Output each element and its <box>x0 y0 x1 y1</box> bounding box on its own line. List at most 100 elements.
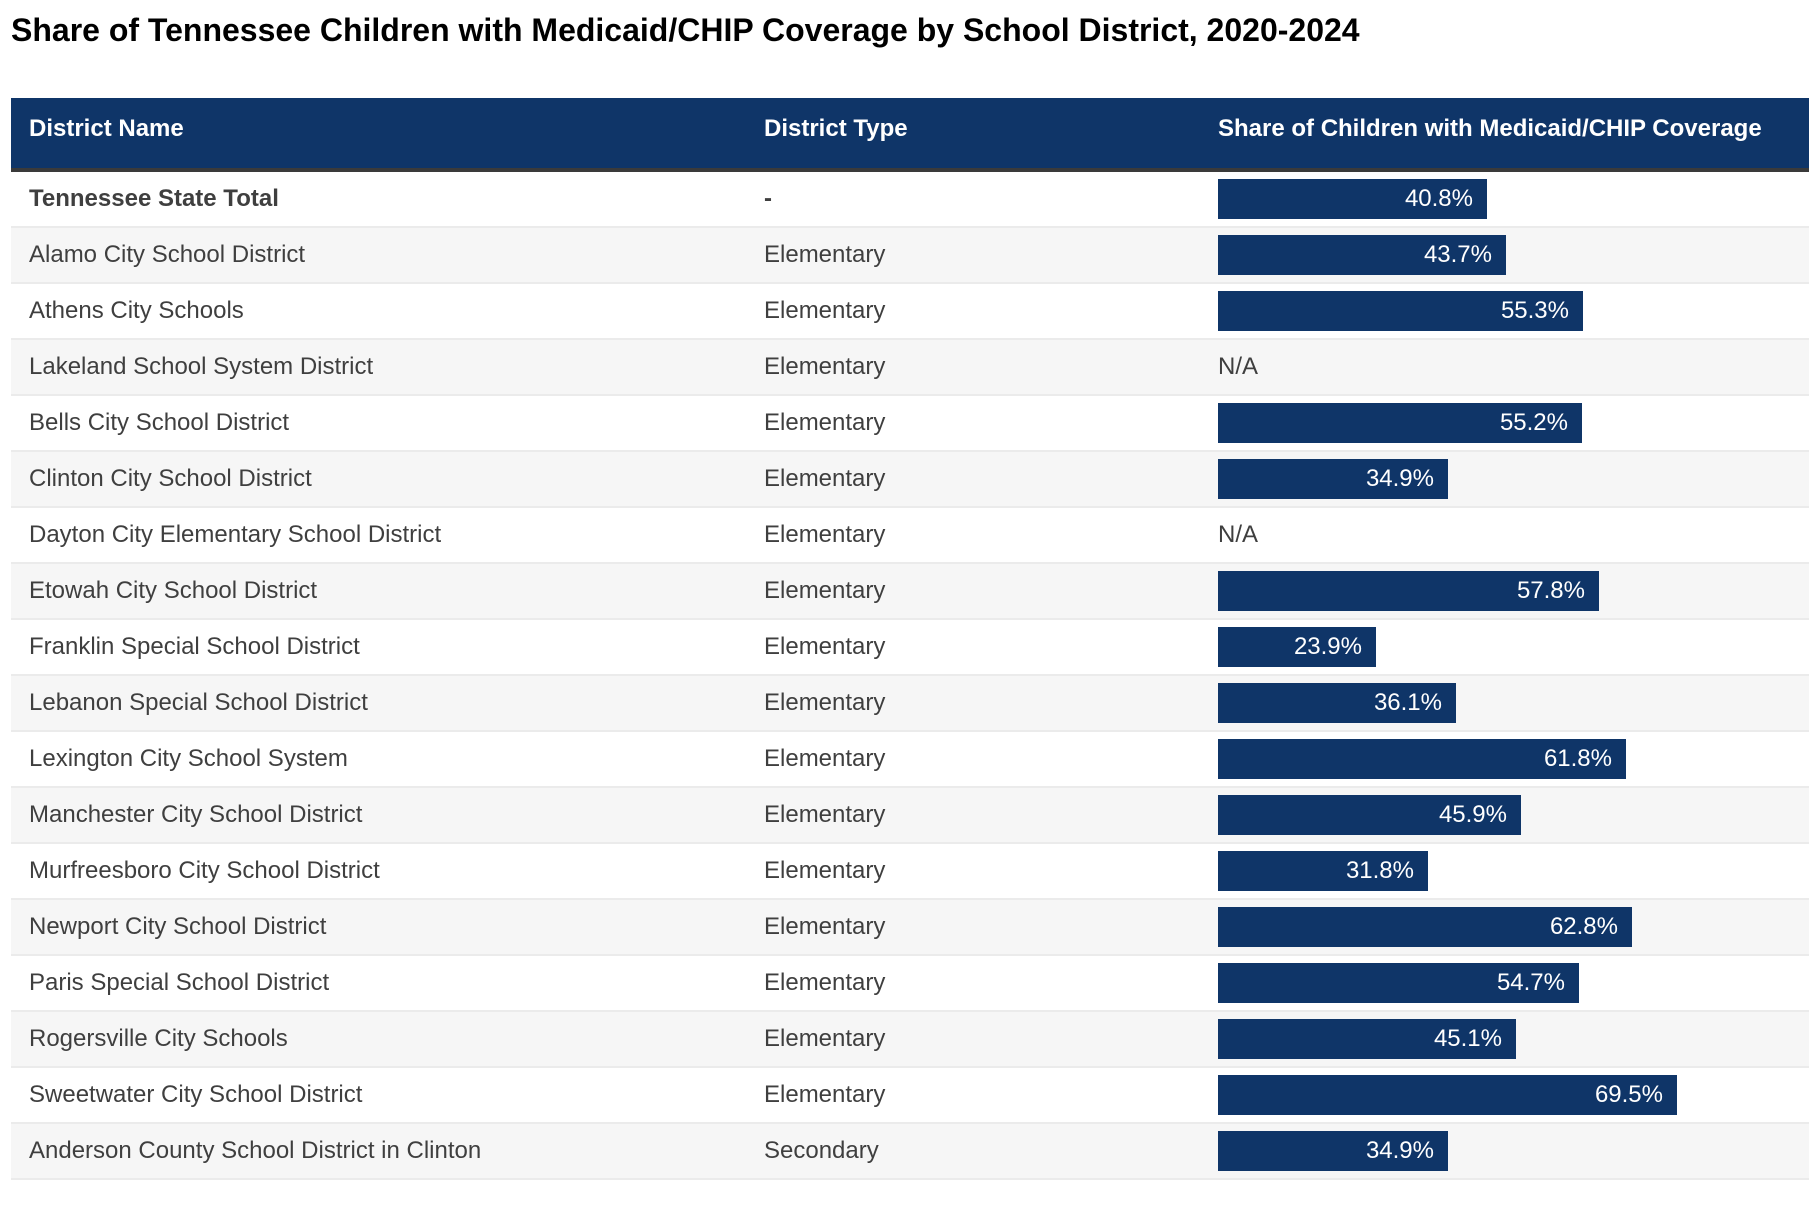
share-bar-label: 62.8% <box>1549 913 1618 941</box>
share-cell: 23.9% <box>1200 619 1809 677</box>
district-name-cell: Anderson County School District in Clint… <box>11 1123 746 1181</box>
col-header-district-type: District Type <box>746 98 1200 173</box>
share-bar-label: 45.9% <box>1438 801 1507 829</box>
district-type-cell: Secondary <box>746 1123 1200 1181</box>
district-type-cell: Elementary <box>746 731 1200 789</box>
share-bar-label: 55.3% <box>1500 297 1569 325</box>
col-header-district-name: District Name <box>11 98 746 173</box>
district-type-cell: Elementary <box>746 395 1200 453</box>
share-cell: N/A <box>1200 507 1809 565</box>
district-name-cell: Manchester City School District <box>11 787 746 845</box>
district-type-cell: Elementary <box>746 787 1200 845</box>
share-cell: 45.9% <box>1200 787 1809 845</box>
table-row: Manchester City School District Elementar… <box>11 787 1809 845</box>
district-type-cell: Elementary <box>746 955 1200 1013</box>
table-row: Dayton City Elementary School District El… <box>11 507 1809 565</box>
share-bar: 40.8% <box>1218 179 1487 220</box>
share-bar-label: 57.8% <box>1516 577 1585 605</box>
table-row: Lexington City School System Elementary 61… <box>11 731 1809 789</box>
share-cell: 62.8% <box>1200 899 1809 957</box>
table-row: Athens City Schools Elementary 55.3% <box>11 283 1809 341</box>
district-name-cell: Sweetwater City School District <box>11 1067 746 1125</box>
district-type-cell: Elementary <box>746 507 1200 565</box>
district-type-cell: Elementary <box>746 563 1200 621</box>
district-name-cell: Murfreesboro City School District <box>11 843 746 901</box>
share-bar: 54.7% <box>1218 963 1579 1004</box>
district-type-cell: Elementary <box>746 1067 1200 1125</box>
district-type-cell: Elementary <box>746 227 1200 285</box>
share-bar: 45.1% <box>1218 1019 1516 1060</box>
district-name-cell: Bells City School District <box>11 395 746 453</box>
share-bar: 62.8% <box>1218 907 1632 948</box>
share-cell: 45.1% <box>1200 1011 1809 1069</box>
table-row: Alamo City School District Elementary 43.7… <box>11 227 1809 285</box>
district-name-cell: Clinton City School District <box>11 451 746 509</box>
share-bar-label: 31.8% <box>1345 857 1414 885</box>
district-name-cell: Etowah City School District <box>11 563 746 621</box>
district-type-cell: Elementary <box>746 675 1200 733</box>
share-bar: 69.5% <box>1218 1075 1677 1116</box>
table-row: Clinton City School District Elementary 34… <box>11 451 1809 509</box>
share-bar-label: 43.7% <box>1423 241 1492 269</box>
table-row: Paris Special School District Elementary 5… <box>11 955 1809 1013</box>
share-bar: 23.9% <box>1218 627 1376 668</box>
district-name-cell: Newport City School District <box>11 899 746 957</box>
share-na-label: N/A <box>1218 353 1259 381</box>
district-name-cell: Athens City Schools <box>11 283 746 341</box>
share-cell: 40.8% <box>1200 170 1809 229</box>
table-row: Rogersville City Schools Elementary 45.1% <box>11 1011 1809 1069</box>
share-cell: 61.8% <box>1200 731 1809 789</box>
district-type-cell: Elementary <box>746 899 1200 957</box>
district-name-cell: Lakeland School System District <box>11 339 746 397</box>
district-name-cell: Paris Special School District <box>11 955 746 1013</box>
share-bar: 31.8% <box>1218 851 1428 892</box>
share-bar: 36.1% <box>1218 683 1456 724</box>
share-bar-label: 54.7% <box>1496 969 1565 997</box>
table-row: Anderson County School District in Clint… <box>11 1123 1809 1181</box>
district-type-cell: Elementary <box>746 339 1200 397</box>
table-body: Tennessee State Total - 40.8% Alamo City Sc… <box>11 170 1809 1181</box>
table-row: Lakeland School System District Elementar… <box>11 339 1809 397</box>
share-bar-label: 69.5% <box>1594 1081 1663 1109</box>
table-row: Sweetwater City School District Elementar… <box>11 1067 1809 1125</box>
data-table: District Name District Type Share of Chi… <box>11 98 1809 1181</box>
share-cell: 55.3% <box>1200 283 1809 341</box>
share-cell: 34.9% <box>1200 1123 1809 1181</box>
district-type-cell: Elementary <box>746 283 1200 341</box>
col-header-share: Share of Children with Medicaid/CHIP Cov… <box>1200 98 1809 173</box>
share-bar: 45.9% <box>1218 795 1521 836</box>
share-bar: 61.8% <box>1218 739 1626 780</box>
district-type-cell: Elementary <box>746 843 1200 901</box>
district-type-cell: Elementary <box>746 619 1200 677</box>
share-bar: 57.8% <box>1218 571 1599 612</box>
district-name-cell: Tennessee State Total <box>11 170 746 229</box>
share-bar-label: 55.2% <box>1499 409 1568 437</box>
share-bar: 34.9% <box>1218 459 1448 500</box>
share-cell: 69.5% <box>1200 1067 1809 1125</box>
table-row: Newport City School District Elementary 62… <box>11 899 1809 957</box>
share-cell: 36.1% <box>1200 675 1809 733</box>
share-bar-label: 36.1% <box>1373 689 1442 717</box>
share-bar-label: 61.8% <box>1543 745 1612 773</box>
share-cell: 43.7% <box>1200 227 1809 285</box>
district-name-cell: Rogersville City Schools <box>11 1011 746 1069</box>
district-name-cell: Franklin Special School District <box>11 619 746 677</box>
share-cell: N/A <box>1200 339 1809 397</box>
chart-title: Share of Tennessee Children with Medicai… <box>11 12 1360 48</box>
table-row: Murfreesboro City School District Element… <box>11 843 1809 901</box>
share-bar: 55.3% <box>1218 291 1583 332</box>
share-cell: 34.9% <box>1200 451 1809 509</box>
share-cell: 54.7% <box>1200 955 1809 1013</box>
table-row: Tennessee State Total - 40.8% <box>11 170 1809 229</box>
share-bar-label: 40.8% <box>1404 185 1473 213</box>
share-bar: 34.9% <box>1218 1131 1448 1172</box>
share-bar-label: 45.1% <box>1433 1025 1502 1053</box>
share-cell: 31.8% <box>1200 843 1809 901</box>
share-bar-label: 34.9% <box>1365 465 1434 493</box>
district-type-cell: - <box>746 170 1200 229</box>
table-row: Franklin Special School District Elementa… <box>11 619 1809 677</box>
district-type-cell: Elementary <box>746 451 1200 509</box>
district-name-cell: Alamo City School District <box>11 227 746 285</box>
share-cell: 57.8% <box>1200 563 1809 621</box>
district-name-cell: Lebanon Special School District <box>11 675 746 733</box>
